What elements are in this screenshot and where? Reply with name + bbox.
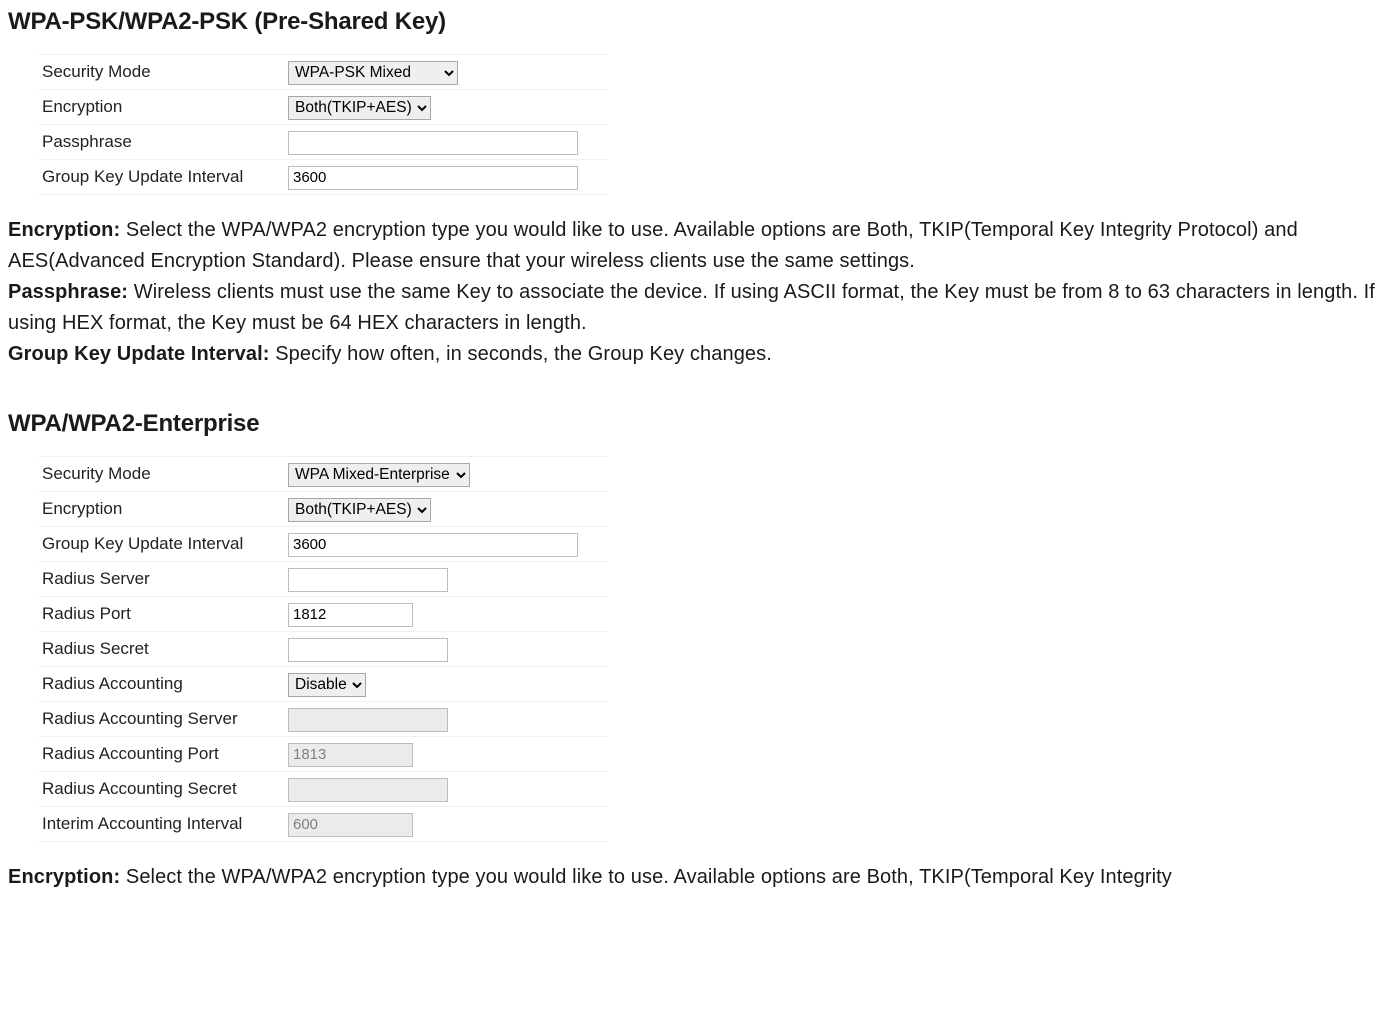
table-row: Radius Accounting Port bbox=[38, 737, 608, 772]
radius-secret-label: Radius Secret bbox=[38, 632, 284, 667]
interim-interval-input bbox=[288, 813, 413, 837]
radius-accounting-server-input bbox=[288, 708, 448, 732]
table-row: Passphrase bbox=[38, 125, 608, 160]
table-row: Radius Server bbox=[38, 562, 608, 597]
security-mode-label: Security Mode bbox=[38, 457, 284, 492]
desc-text: Wireless clients must use the same Key t… bbox=[8, 281, 1375, 334]
desc-text: Select the WPA/WPA2 encryption type you … bbox=[120, 866, 1172, 888]
psk-passphrase-desc: Passphrase: Wireless clients must use th… bbox=[8, 277, 1381, 339]
psk-encryption-desc: Encryption: Select the WPA/WPA2 encrypti… bbox=[8, 215, 1381, 277]
table-row: Security Mode WPA Mixed-Enterprise bbox=[38, 457, 608, 492]
encryption-select[interactable]: Both(TKIP+AES) bbox=[288, 96, 431, 120]
desc-text: Select the WPA/WPA2 encryption type you … bbox=[8, 219, 1298, 272]
desc-label: Encryption: bbox=[8, 219, 120, 241]
passphrase-label: Passphrase bbox=[38, 125, 284, 160]
desc-label: Passphrase: bbox=[8, 281, 128, 303]
table-row: Group Key Update Interval bbox=[38, 160, 608, 195]
table-row: Security Mode WPA-PSK Mixed bbox=[38, 55, 608, 90]
ent-encryption-desc: Encryption: Select the WPA/WPA2 encrypti… bbox=[8, 862, 1381, 893]
radius-server-label: Radius Server bbox=[38, 562, 284, 597]
passphrase-input[interactable] bbox=[288, 131, 578, 155]
encryption-select[interactable]: Both(TKIP+AES) bbox=[288, 498, 431, 522]
table-row: Radius Accounting Secret bbox=[38, 772, 608, 807]
psk-config-table: Security Mode WPA-PSK Mixed Encryption B… bbox=[38, 54, 608, 195]
psk-heading: WPA-PSK/WPA2-PSK (Pre-Shared Key) bbox=[8, 4, 1381, 40]
ent-heading: WPA/WPA2-Enterprise bbox=[8, 406, 1381, 442]
interim-interval-label: Interim Accounting Interval bbox=[38, 807, 284, 842]
table-row: Radius Accounting Server bbox=[38, 702, 608, 737]
table-row: Radius Accounting Disable bbox=[38, 667, 608, 702]
table-row: Radius Port bbox=[38, 597, 608, 632]
ent-config-table: Security Mode WPA Mixed-Enterprise Encry… bbox=[38, 456, 608, 842]
encryption-label: Encryption bbox=[38, 492, 284, 527]
security-mode-label: Security Mode bbox=[38, 55, 284, 90]
radius-port-input[interactable] bbox=[288, 603, 413, 627]
desc-label: Encryption: bbox=[8, 866, 120, 888]
radius-accounting-secret-label: Radius Accounting Secret bbox=[38, 772, 284, 807]
gkui-input[interactable] bbox=[288, 166, 578, 190]
table-row: Interim Accounting Interval bbox=[38, 807, 608, 842]
encryption-label: Encryption bbox=[38, 90, 284, 125]
desc-label: Group Key Update Interval: bbox=[8, 343, 270, 365]
radius-accounting-port-label: Radius Accounting Port bbox=[38, 737, 284, 772]
radius-accounting-port-input bbox=[288, 743, 413, 767]
gkui-label: Group Key Update Interval bbox=[38, 160, 284, 195]
psk-gkui-desc: Group Key Update Interval: Specify how o… bbox=[8, 339, 1381, 370]
security-mode-select[interactable]: WPA Mixed-Enterprise bbox=[288, 463, 470, 487]
table-row: Encryption Both(TKIP+AES) bbox=[38, 492, 608, 527]
table-row: Radius Secret bbox=[38, 632, 608, 667]
table-row: Encryption Both(TKIP+AES) bbox=[38, 90, 608, 125]
radius-accounting-server-label: Radius Accounting Server bbox=[38, 702, 284, 737]
radius-secret-input[interactable] bbox=[288, 638, 448, 662]
radius-accounting-label: Radius Accounting bbox=[38, 667, 284, 702]
table-row: Group Key Update Interval bbox=[38, 527, 608, 562]
gkui-input[interactable] bbox=[288, 533, 578, 557]
security-mode-select[interactable]: WPA-PSK Mixed bbox=[288, 61, 458, 85]
radius-port-label: Radius Port bbox=[38, 597, 284, 632]
desc-text: Specify how often, in seconds, the Group… bbox=[270, 343, 772, 365]
radius-server-input[interactable] bbox=[288, 568, 448, 592]
radius-accounting-select[interactable]: Disable bbox=[288, 673, 366, 697]
gkui-label: Group Key Update Interval bbox=[38, 527, 284, 562]
radius-accounting-secret-input bbox=[288, 778, 448, 802]
